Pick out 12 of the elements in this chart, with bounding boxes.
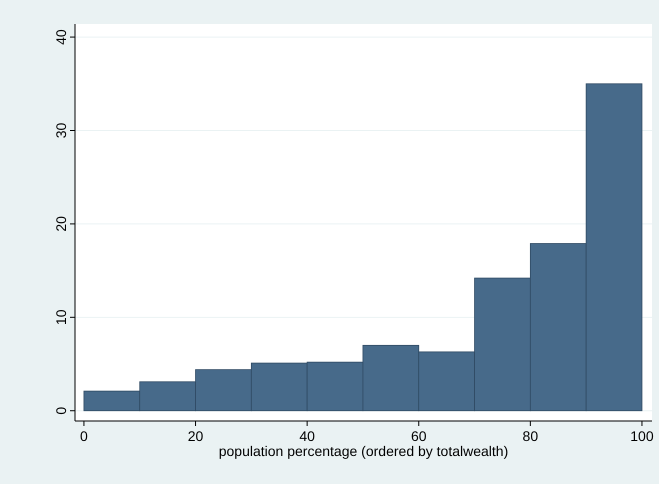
x-tick-label: 20: [188, 428, 204, 444]
x-axis-title: population percentage (ordered by totalwealth): [218, 443, 508, 459]
x-tick-label: 0: [80, 428, 88, 444]
y-tick-label: 20: [53, 216, 69, 232]
x-tick-label: 100: [630, 428, 654, 444]
x-tick-label: 80: [522, 428, 538, 444]
y-tick-label: 0: [53, 406, 69, 415]
y-tick-label: 40: [53, 29, 69, 45]
x-tick-label: 40: [299, 428, 316, 444]
y-tick-label: 30: [53, 122, 69, 138]
x-tick-label: 60: [410, 428, 427, 444]
y-tick-label: 10: [53, 309, 69, 326]
